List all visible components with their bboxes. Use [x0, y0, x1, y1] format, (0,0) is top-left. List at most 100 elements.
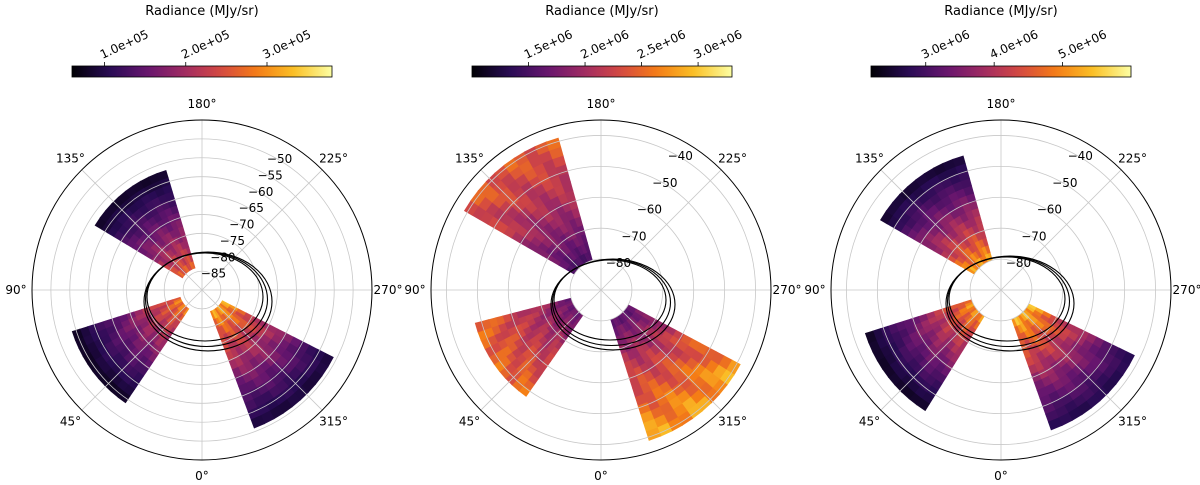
radiance-cell	[555, 236, 566, 248]
radiance-cell	[515, 310, 526, 319]
radiance-cell	[548, 243, 559, 254]
radiance-cell	[172, 296, 181, 302]
colorbar-scale	[870, 65, 1132, 78]
radiance-swath	[463, 137, 593, 275]
radiance-cell	[237, 333, 248, 344]
radiance-cell	[644, 324, 656, 335]
radiance-cell	[551, 239, 563, 251]
grid-spoke	[201, 289, 323, 411]
angle-label: 0°	[994, 469, 1008, 483]
radiance-cell	[563, 230, 574, 242]
radiance-cell	[1035, 350, 1046, 362]
radiance-cell	[183, 264, 190, 273]
radiance-cell	[954, 346, 964, 358]
radiance-cell	[1038, 328, 1049, 339]
angle-label: 225°	[1118, 151, 1147, 165]
radiance-cell	[502, 313, 512, 324]
radiance-cell	[630, 347, 641, 359]
radiance-cell	[185, 254, 192, 263]
radiance-cell	[558, 246, 569, 257]
radiance-cell	[553, 214, 565, 227]
radiance-cell	[110, 316, 121, 326]
colorbar: 3.0e+06 4.0e+06 5.0e+06 Radiance (MJy/sr)	[870, 4, 1132, 78]
radiance-cell	[175, 218, 184, 229]
radiance-cell	[148, 319, 159, 329]
radiance-cell	[148, 172, 161, 184]
radiance-cell	[242, 315, 253, 325]
radiance-cell	[545, 323, 556, 333]
radiance-cell	[973, 312, 982, 321]
radiance-swath	[610, 304, 741, 441]
radiance-cell	[958, 306, 968, 314]
radiance-cell	[79, 326, 91, 338]
radiance-cell	[165, 240, 174, 250]
radiance-cell	[150, 307, 160, 315]
radiance-cell	[559, 318, 569, 326]
radiance-cell	[560, 307, 569, 314]
radiance-cell	[534, 141, 551, 156]
radiance-cell	[618, 324, 627, 335]
radiance-cell	[969, 308, 979, 317]
radiance-cell	[238, 353, 250, 365]
angle-label: 270°	[773, 283, 802, 297]
radiance-cell	[984, 244, 991, 254]
radiance-cell	[221, 313, 230, 323]
radiance-cell	[215, 317, 223, 328]
radiance-cell	[968, 307, 977, 315]
contour-rings	[143, 251, 273, 352]
radiance-cell	[922, 323, 933, 334]
radiance-cell	[220, 301, 230, 309]
radiance-cell	[929, 368, 941, 380]
angle-label: 90°	[804, 283, 825, 297]
radiance-cell	[958, 340, 968, 351]
radiance-cell	[147, 330, 158, 341]
radiance-cell	[180, 256, 188, 266]
radiance-cell	[1011, 318, 1018, 328]
radiance-cell	[932, 162, 947, 176]
radiance-cell	[121, 373, 134, 386]
radiance-cell	[653, 414, 669, 429]
radiance-cell	[536, 363, 547, 374]
radiance-cell	[578, 254, 587, 265]
radiance-cell	[541, 316, 551, 325]
radiance-cell	[966, 255, 976, 264]
radiance-cell	[666, 363, 681, 378]
radiance-cell	[212, 308, 220, 319]
radiance-cell	[963, 299, 973, 305]
radiance-cell	[153, 312, 163, 321]
radiance-cell	[222, 311, 232, 321]
radiance-cell	[1054, 405, 1069, 419]
radiance-cell	[222, 342, 231, 354]
radiance-cell	[178, 258, 186, 267]
radiance-cell	[1046, 318, 1058, 328]
radiance-cell	[238, 383, 250, 396]
angle-label: 0°	[594, 469, 608, 483]
radiance-cell	[572, 319, 580, 328]
radiance-cell	[895, 320, 907, 332]
radiance-cell	[218, 325, 227, 336]
radiance-cell	[615, 335, 624, 346]
radiance-cell	[649, 317, 661, 327]
radiance-cell	[171, 265, 179, 273]
radiance-cell	[654, 325, 666, 337]
radiance-cell	[236, 308, 247, 317]
radiance-cell	[153, 251, 163, 261]
radiance-cell	[1066, 357, 1079, 371]
radiance-cell	[966, 235, 975, 245]
radiance-cell	[678, 351, 692, 366]
radiance-cell	[957, 231, 968, 242]
radiance-cell	[1015, 315, 1023, 326]
radiance-cell	[561, 309, 570, 317]
radiance-cell	[634, 355, 646, 367]
radiance-cell	[1028, 363, 1039, 376]
radiance-cell	[528, 154, 544, 169]
radiance-cell	[567, 198, 579, 211]
radiance-cell	[555, 163, 569, 177]
radiance-cell	[965, 192, 977, 204]
radiance-cell	[925, 311, 936, 320]
grid-spoke	[201, 169, 323, 291]
angle-label: 315°	[319, 415, 348, 429]
radiance-cell	[961, 311, 971, 320]
radiance-cell	[583, 242, 591, 253]
